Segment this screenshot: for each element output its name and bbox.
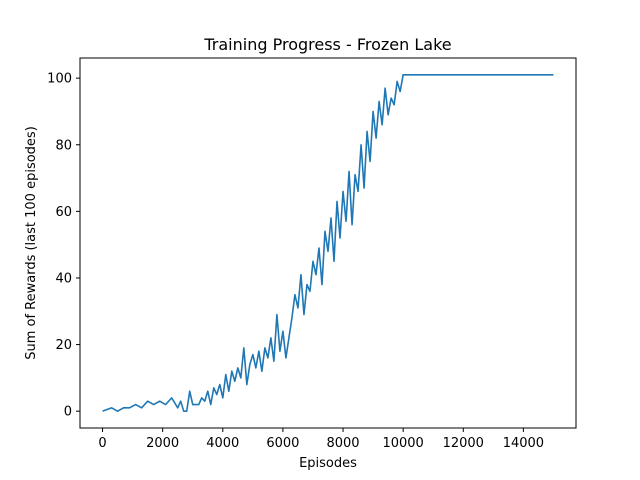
x-axis-label: Episodes bbox=[299, 456, 357, 471]
axes-frame bbox=[79, 57, 577, 429]
y-tick-label: 80 bbox=[55, 138, 72, 153]
x-tick-label: 8000 bbox=[326, 436, 359, 451]
series-line-0 bbox=[102, 74, 554, 412]
y-tick-label: 20 bbox=[55, 338, 72, 353]
x-tick-label: 0 bbox=[98, 436, 106, 451]
y-tick-label: 40 bbox=[55, 271, 72, 286]
y-axis-label: Sum of Rewards (last 100 episodes) bbox=[24, 126, 39, 360]
x-tick-label: 14000 bbox=[503, 436, 544, 451]
y-tick-label: 0 bbox=[64, 405, 72, 420]
chart-title: Training Progress - Frozen Lake bbox=[203, 35, 451, 54]
x-tick-label: 10000 bbox=[382, 436, 423, 451]
x-tick-label: 4000 bbox=[206, 436, 239, 451]
x-tick-label: 12000 bbox=[443, 436, 484, 451]
x-tick-label: 2000 bbox=[146, 436, 179, 451]
y-tick-label: 60 bbox=[55, 205, 72, 220]
y-tick-label: 100 bbox=[47, 72, 72, 87]
y-axis-ticks: 0 20 40 60 80 100 bbox=[47, 72, 80, 420]
x-tick-label: 6000 bbox=[266, 436, 299, 451]
series-layer bbox=[102, 74, 554, 412]
x-axis-ticks: 0 2000 4000 6000 8000 10000 12000 14000 bbox=[98, 428, 544, 451]
